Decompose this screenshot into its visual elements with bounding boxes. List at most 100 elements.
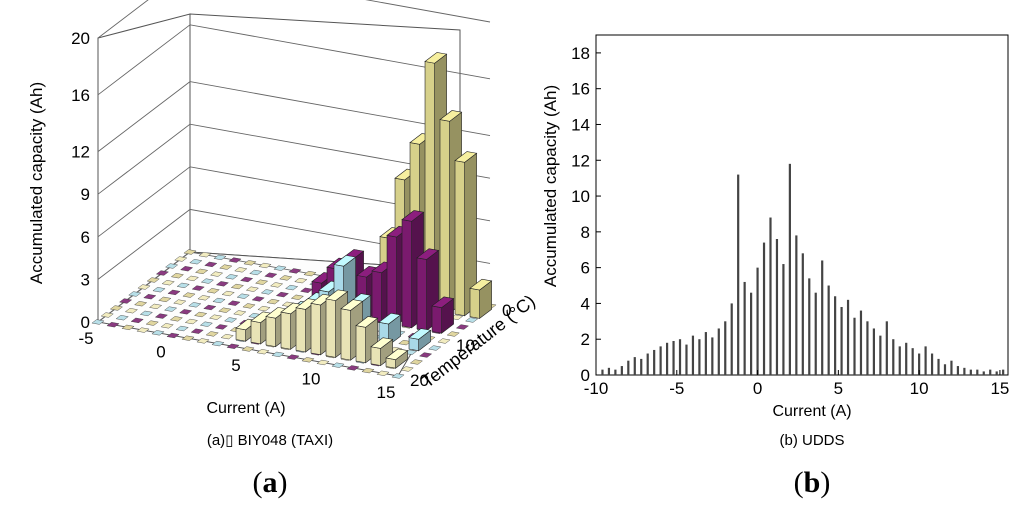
chart-a-floor-tile bbox=[241, 346, 255, 352]
chart-a-x-tick-label: 5 bbox=[231, 356, 240, 375]
chart-a-bar-top bbox=[431, 296, 455, 308]
chart-a-floor-tile bbox=[149, 303, 163, 310]
chart-a-x-ticks: -5 0 5 10 15 bbox=[78, 329, 395, 402]
chart-a-y-tick-label: 20 bbox=[71, 29, 90, 48]
chart-a-floor-tile bbox=[251, 296, 265, 302]
chart-a-floor-tile bbox=[211, 340, 225, 347]
chart-a-floor-tile bbox=[196, 338, 210, 344]
chart-a-bar-front bbox=[295, 307, 306, 353]
chart-a-bar-front bbox=[235, 327, 246, 342]
chart-a-floor-tile bbox=[437, 338, 451, 344]
chart-b-bar bbox=[653, 349, 656, 375]
chart-b-bar bbox=[885, 321, 888, 375]
chart-a-floor-tile bbox=[167, 289, 181, 296]
chart-a-bar-top bbox=[454, 151, 478, 163]
chart-b-bar bbox=[691, 335, 695, 375]
chart-a-bar bbox=[408, 328, 432, 352]
chart-a-floor-tile bbox=[197, 295, 211, 301]
chart-b-bar bbox=[782, 264, 785, 375]
chart-b-x-tick-label: 15 bbox=[990, 379, 1009, 398]
chart-b-x-ticks: -10 -5 0 5 10 15 bbox=[584, 370, 1009, 398]
chart-b-bar bbox=[821, 260, 824, 375]
chart-a-floor-tile bbox=[164, 306, 178, 312]
chart-a-floor-tile bbox=[361, 367, 375, 374]
chart-b-bar bbox=[737, 174, 740, 375]
chart-a-bar-front bbox=[401, 219, 412, 329]
chart-b-y-ticks: 0 2 4 6 8 10 12 14 16 18 bbox=[571, 44, 601, 385]
chart-a-floor-tile bbox=[286, 354, 300, 360]
chart-a-floor-tile bbox=[288, 268, 302, 274]
chart-a-floor-tile bbox=[161, 280, 175, 286]
chart-a-floor-tile bbox=[303, 270, 317, 277]
chart-a-floor-tile bbox=[257, 305, 271, 312]
chart-a-floor-tile bbox=[224, 317, 238, 323]
chart-a-floor-tile bbox=[275, 291, 289, 298]
chart-a-floor-tile bbox=[234, 267, 248, 273]
chart-b-xlabel: Current (A) bbox=[772, 403, 851, 420]
chart-a-floor-tile bbox=[236, 293, 250, 299]
chart-a-z-tick-label: 10 bbox=[456, 336, 475, 355]
chart-a-bar-front bbox=[280, 311, 291, 350]
chart-a-floor-tile bbox=[183, 249, 197, 255]
chart-b-y-tick-label: 6 bbox=[581, 259, 590, 278]
chart-a-bar-front bbox=[431, 305, 442, 334]
chart-a-y-tick-label: 16 bbox=[71, 86, 90, 105]
chart-a-floor-tile bbox=[465, 317, 479, 323]
chart-a-floor-tile bbox=[264, 272, 278, 278]
chart-a-floor-tile bbox=[165, 263, 179, 269]
chart-b-bar bbox=[930, 353, 934, 375]
chart-b-x-tick-label: -5 bbox=[669, 379, 684, 398]
chart-a-floor-tile bbox=[106, 322, 120, 328]
chart-a-floor-tile bbox=[230, 283, 244, 290]
chart-b-bar bbox=[911, 348, 914, 375]
chart-b-bar bbox=[918, 353, 921, 375]
chart-a-floor-tile bbox=[233, 310, 247, 316]
chart-b-x-tick-label: 5 bbox=[834, 379, 843, 398]
chart-a-panel-label-letter: a bbox=[263, 466, 278, 499]
chart-a-floor-tile bbox=[214, 324, 228, 330]
chart-a-bar-top bbox=[416, 248, 440, 260]
chart-a-floor-tile bbox=[182, 292, 196, 298]
chart-b-bar bbox=[788, 163, 791, 375]
chart-b-bar bbox=[905, 342, 908, 375]
chart-a-floor-tile bbox=[154, 313, 168, 319]
chart-b-y-tick-label: 12 bbox=[571, 151, 590, 170]
chart-a-floor-tile bbox=[136, 327, 150, 333]
chart-b-panel-label-suffix: ) bbox=[820, 466, 830, 499]
chart-a-bar-front bbox=[371, 270, 382, 323]
chart-a-floor-tile bbox=[185, 275, 199, 282]
chart-a-floor-tile bbox=[109, 305, 123, 311]
chart-b-bar bbox=[859, 310, 863, 375]
chart-a-floor-tile bbox=[227, 300, 241, 306]
chart-a-floor-tile bbox=[331, 362, 345, 368]
chart-a-gridline bbox=[97, 123, 491, 195]
chart-a-floor-tile bbox=[146, 277, 160, 283]
chart-a-bar-front bbox=[416, 257, 427, 331]
chart-a-y-tick-label: 6 bbox=[81, 228, 90, 247]
chart-b-x-tick-label: 10 bbox=[910, 379, 929, 398]
chart-a-floor-tile bbox=[155, 270, 169, 276]
chart-a-floor-tile bbox=[189, 259, 203, 265]
chart-a-gridline bbox=[97, 24, 491, 96]
chart-a-bar bbox=[454, 151, 478, 317]
chart-a-floor-tile bbox=[245, 286, 259, 292]
chart-a-floor-tile bbox=[256, 349, 270, 355]
chart-b-bar bbox=[601, 369, 604, 375]
chart-a-floor-tile bbox=[270, 282, 284, 288]
chart-a-floor-tile bbox=[290, 294, 304, 300]
chart-b-bar bbox=[775, 239, 779, 375]
chart-b-y-tick-label: 16 bbox=[571, 80, 590, 99]
chart-a-floor-tile bbox=[213, 254, 227, 261]
chart-b-bar bbox=[808, 278, 811, 375]
chart-b-bar bbox=[924, 346, 927, 375]
chart-a-floor-tile bbox=[205, 331, 219, 337]
chart-b-y-tick-label: 0 bbox=[581, 366, 590, 385]
chart-a-floor-tile bbox=[255, 279, 269, 285]
chart-a-floor-tile bbox=[194, 311, 208, 318]
chart-a-floor-tile bbox=[184, 318, 198, 325]
chart-b-bar bbox=[989, 369, 992, 375]
chart-a-bar bbox=[469, 278, 493, 320]
chart-a-floor-tile bbox=[128, 291, 142, 297]
chart-b-bar bbox=[672, 341, 675, 375]
chart-a-bar-front bbox=[250, 320, 261, 345]
